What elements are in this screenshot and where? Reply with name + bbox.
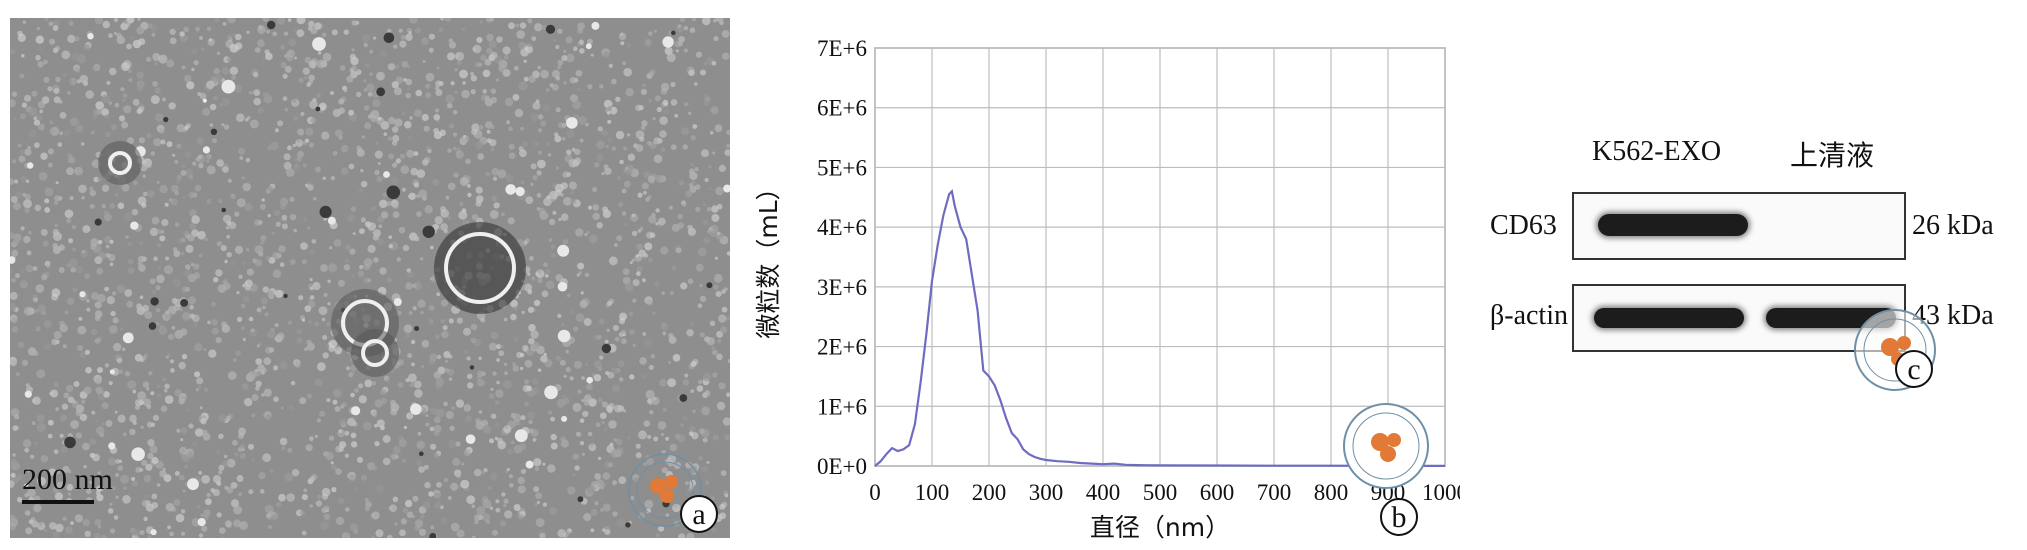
x-tick-label: 800 bbox=[1314, 480, 1349, 505]
vesicle bbox=[361, 339, 389, 367]
row-label-beta-actin: β-actin bbox=[1490, 300, 1568, 331]
panel-letter-a: a bbox=[680, 495, 718, 533]
x-tick-label: 400 bbox=[1086, 480, 1121, 505]
x-axis-label: 直径（nm） bbox=[1090, 513, 1230, 542]
y-tick-label: 2E+6 bbox=[817, 335, 867, 360]
blot-strip-cd63 bbox=[1572, 192, 1906, 260]
y-tick-label: 1E+6 bbox=[817, 394, 867, 419]
band-beta-actin-supernatant bbox=[1766, 308, 1896, 328]
scale-bar bbox=[22, 500, 94, 504]
band-beta-actin-k562-exo bbox=[1594, 308, 1744, 328]
vesicle bbox=[444, 232, 516, 304]
x-tick-label: 300 bbox=[1029, 480, 1064, 505]
lane-label-supernatant: 上清液 bbox=[1790, 139, 1875, 172]
y-tick-label: 4E+6 bbox=[817, 215, 867, 240]
tem-image-panel: 200 nm a bbox=[10, 18, 730, 538]
y-tick-label: 0E+0 bbox=[817, 454, 867, 479]
lane-label-k562-exo: K562-EXO bbox=[1592, 136, 1722, 167]
y-axis-label: 微粒数（mL） bbox=[754, 175, 783, 338]
size-distribution-chart: 0E+0 1E+6 2E+6 3E+6 4E+6 5E+6 6E+6 7E+6 0 100 200… bbox=[754, 36, 1460, 542]
x-tick-label: 500 bbox=[1143, 480, 1178, 505]
tem-micrograph bbox=[10, 18, 730, 538]
kda-label-cd63: 26 kDa bbox=[1912, 210, 1994, 241]
journal-seal-icon bbox=[628, 453, 702, 527]
y-tick-label: 5E+6 bbox=[817, 155, 867, 180]
western-blot-panel: K562-EXO 上清液 CD63 26 kDa β-actin 43 kDa … bbox=[1480, 100, 2027, 500]
x-tick-label: 1000 bbox=[1422, 480, 1460, 505]
x-tick-label: 700 bbox=[1257, 480, 1292, 505]
blot-strip-beta-actin bbox=[1572, 284, 1906, 352]
y-tick-label: 6E+6 bbox=[817, 96, 867, 121]
vesicle bbox=[108, 151, 132, 175]
panel-letter-c: c bbox=[1895, 350, 1933, 388]
row-label-cd63: CD63 bbox=[1490, 210, 1557, 241]
x-tick-label: 200 bbox=[972, 480, 1007, 505]
chart-series bbox=[874, 188, 1446, 467]
band-cd63-k562-exo bbox=[1598, 214, 1748, 236]
series-line-0 bbox=[874, 188, 1446, 467]
scale-bar-label: 200 nm bbox=[22, 463, 113, 496]
size-distribution-panel: 0E+0 1E+6 2E+6 3E+6 4E+6 5E+6 6E+6 7E+6 0 100 200… bbox=[740, 20, 1460, 550]
x-tick-label: 600 bbox=[1200, 480, 1235, 505]
y-tick-label: 3E+6 bbox=[817, 275, 867, 300]
x-tick-label: 0 bbox=[869, 480, 881, 505]
y-tick-label: 7E+6 bbox=[817, 36, 867, 61]
panel-letter-b: b bbox=[1380, 498, 1418, 536]
y-axis-ticks: 0E+0 1E+6 2E+6 3E+6 4E+6 5E+6 6E+6 7E+6 bbox=[817, 36, 867, 479]
x-axis-ticks: 01002003004005006007008009001000 bbox=[869, 480, 1460, 505]
x-tick-label: 100 bbox=[915, 480, 950, 505]
journal-seal-icon bbox=[1343, 403, 1429, 489]
